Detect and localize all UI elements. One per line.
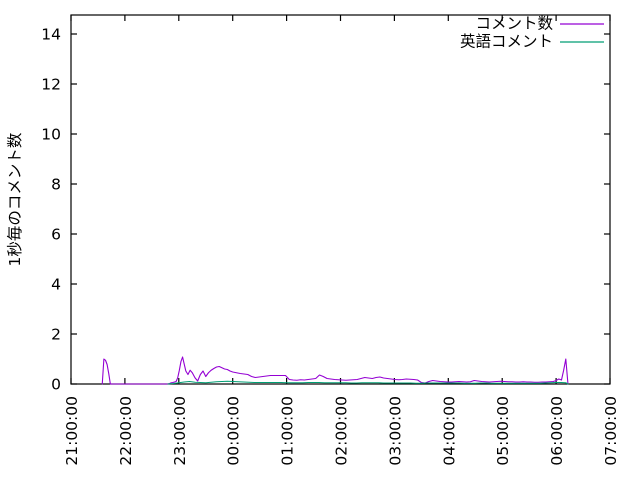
x-axis-ticks: 21:00:00 22:00:00 23:00:00 00:00:00 01:00:00… bbox=[63, 15, 620, 466]
y-tick-label: 14 bbox=[41, 26, 61, 44]
series-line-english-comments bbox=[167, 380, 569, 385]
y-tick-label: 6 bbox=[51, 226, 61, 244]
y-axis-title: 1秒毎のコメント数 bbox=[6, 132, 24, 266]
y-tick-label: 0 bbox=[51, 376, 61, 394]
legend-label-1: 英語コメント bbox=[460, 33, 553, 51]
x-tick-label: 21:00:00 bbox=[63, 396, 81, 466]
y-tick-label: 10 bbox=[41, 126, 61, 144]
series-line-comments bbox=[101, 356, 569, 385]
y-axis-ticks: 0 2 4 6 8 10 12 14 bbox=[41, 26, 610, 394]
x-tick-label: 23:00:00 bbox=[171, 396, 189, 466]
x-tick-label: 22:00:00 bbox=[117, 396, 135, 466]
series-group bbox=[101, 356, 569, 385]
y-tick-label: 2 bbox=[51, 326, 61, 344]
y-tick-label: 4 bbox=[51, 276, 61, 294]
legend-label-0: コメント数 bbox=[475, 15, 553, 33]
x-tick-label: 02:00:00 bbox=[333, 396, 351, 466]
x-tick-label: 05:00:00 bbox=[494, 396, 512, 466]
y-tick-label: 8 bbox=[51, 176, 61, 194]
x-tick-label: 03:00:00 bbox=[386, 396, 404, 466]
x-tick-label: 04:00:00 bbox=[440, 396, 458, 466]
x-tick-label: 01:00:00 bbox=[279, 396, 297, 466]
x-tick-label: 07:00:00 bbox=[602, 396, 620, 466]
y-tick-label: 12 bbox=[41, 76, 61, 94]
x-tick-label: 00:00:00 bbox=[225, 396, 243, 466]
x-tick-label: 06:00:00 bbox=[548, 396, 566, 466]
